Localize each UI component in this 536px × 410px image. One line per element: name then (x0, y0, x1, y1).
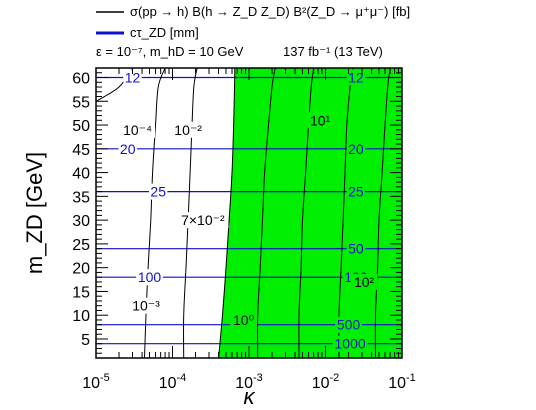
ctau-label-6-bg (346, 183, 366, 200)
xsec-label-3-bg (128, 297, 164, 314)
x-tick-label-0: 10-5 (82, 372, 110, 392)
ctau-label-6: 25 (348, 184, 364, 200)
luminosity-label: 137 fb⁻¹ (13 TeV) (283, 44, 383, 59)
ctau-label-7-bg (346, 240, 366, 257)
xsec-contour-3 (218, 68, 236, 358)
xsec-contour-5 (298, 68, 315, 358)
xsec-label-2-bg (177, 212, 229, 229)
y-tick-label-0: 5 (81, 332, 90, 349)
xsec-label-3: 10⁻³ (132, 298, 160, 314)
x-tick-label-1: 10-4 (159, 372, 187, 392)
xsec-label-0: 10⁻⁴ (123, 122, 152, 138)
y-axis: 5 10 15 20 25 30 35 40 45 50 55 60 (72, 67, 402, 359)
legend-label-xsec: σ(pp → h) B(h → Z_D Z_D) B²(Z_D → μ⁺μ⁻) … (130, 4, 410, 19)
ctau-label-7: 50 (348, 241, 364, 257)
ctau-label-10: 1000 (335, 336, 366, 352)
ctau-label-3-bg (136, 269, 163, 286)
plot-area: 122025100122025501005001000 10⁻⁴10⁻²7×10… (96, 68, 402, 358)
ctau-label-10-bg (332, 335, 368, 352)
y-tick-label-11: 60 (72, 71, 90, 88)
ctau-label-9-bg (335, 316, 362, 333)
y-tick-label-8: 45 (72, 142, 90, 159)
y-tick-label-6: 35 (72, 189, 90, 206)
xsec-label-6: 10² (354, 274, 375, 290)
y-tick-label-7: 40 (72, 166, 90, 183)
xsec-label-0-bg (120, 121, 155, 138)
xsec-label-4: 10⁰ (233, 312, 255, 328)
y-axis-title: m_ZD [GeV] (22, 152, 47, 274)
ctau-labels: 122025100122025501005001000 (118, 69, 370, 352)
ctau-label-3: 100 (138, 269, 162, 285)
y-tick-label-4: 25 (72, 237, 90, 254)
xsec-contour-7 (374, 68, 391, 358)
x-axis-title: κ (244, 384, 256, 409)
xsec-label-6-bg (350, 273, 378, 290)
ctau-label-4: 12 (348, 70, 364, 86)
x-tick-label-3: 10-2 (312, 372, 340, 392)
y-tick-label-1: 10 (72, 308, 90, 325)
xsec-label-5: 10¹ (310, 112, 331, 128)
ctau-label-4-bg (346, 69, 366, 86)
y-tick-label-5: 30 (72, 213, 90, 230)
legend: σ(pp → h) B(h → Z_D Z_D) B²(Z_D → μ⁺μ⁻) … (96, 4, 410, 59)
ctau-label-2: 25 (150, 184, 166, 200)
xsec-contour-2 (183, 68, 198, 358)
ctau-label-9: 500 (337, 317, 361, 333)
xsec-labels: 10⁻⁴ 10⁻² 7×10⁻² 10⁻³ 10⁰ 10¹ 10² (120, 112, 378, 328)
y-tick-label-2: 15 (72, 284, 90, 301)
xsec-contour-4 (257, 68, 276, 358)
ctau-label-0: 12 (125, 70, 141, 86)
ctau-label-5: 20 (348, 141, 364, 157)
ctau-label-0-bg (123, 69, 142, 86)
x-tick-label-2: 10-3 (235, 372, 263, 392)
y-tick-label-3: 20 (72, 261, 90, 278)
xsec-label-5-bg (306, 112, 334, 129)
xsec-label-1-bg (170, 121, 206, 138)
ctau-label-2-bg (149, 183, 168, 200)
legend-label-ctau: cτ_ZD [mm] (130, 25, 199, 40)
ctau-label-5-bg (346, 140, 366, 157)
xsec-contour-6 (338, 68, 354, 358)
ctau-label-1: 20 (120, 141, 136, 157)
x-tick-label-4: 10-1 (388, 372, 416, 392)
x-axis: 10-5 10-4 10-3 10-2 10-1 (82, 68, 416, 392)
xsec-label-1: 10⁻² (174, 122, 202, 138)
xsec-label-2: 7×10⁻² (181, 212, 225, 228)
y-tick-label-9: 50 (72, 118, 90, 135)
ctau-label-1-bg (118, 140, 137, 157)
xsec-label-4-bg (230, 312, 257, 328)
y-tick-label-10: 55 (72, 94, 90, 111)
params-label: ε = 10⁻⁷, m_hD = 10 GeV (96, 44, 244, 59)
